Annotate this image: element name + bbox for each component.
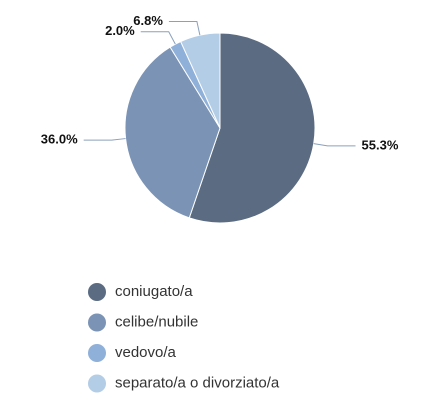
legend-label: celibe/nubile <box>115 313 198 330</box>
legend-label: vedovo/a <box>115 344 177 361</box>
leader-line <box>83 138 126 141</box>
legend-label: separato/a o divorziato/a <box>115 374 280 391</box>
leader-line <box>313 143 356 147</box>
pie-slice <box>180 32 221 129</box>
data-label: 6.8% <box>133 13 163 28</box>
legend-swatch <box>88 283 106 301</box>
data-label: 2.0% <box>105 23 135 38</box>
leader-line <box>168 20 201 36</box>
leader-line <box>140 31 176 45</box>
pie-slice <box>188 32 316 224</box>
data-label: 55.3% <box>362 137 399 152</box>
legend-swatch <box>88 344 106 362</box>
legend-swatch <box>88 374 106 393</box>
legend-label: coniugato/a <box>115 283 193 300</box>
legend-swatch <box>88 313 106 332</box>
data-label: 36.0% <box>41 132 78 147</box>
